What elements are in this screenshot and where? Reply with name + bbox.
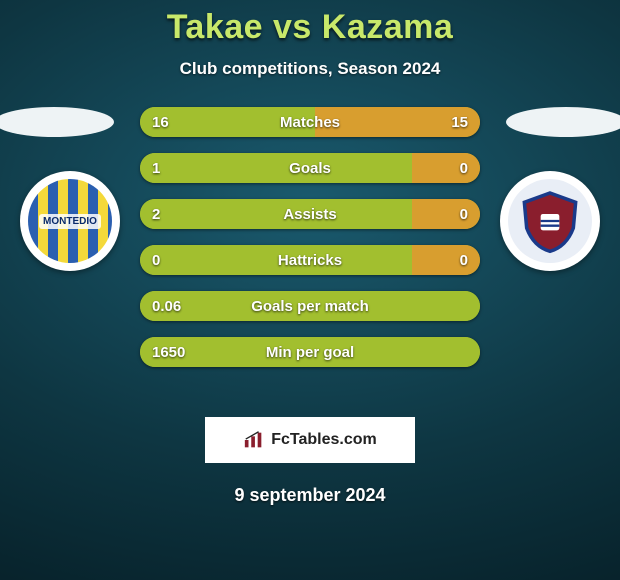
page-title: Takae vs Kazama — [0, 0, 620, 47]
date-text: 9 september 2024 — [0, 485, 620, 506]
subtitle: Club competitions, Season 2024 — [0, 59, 620, 79]
right-club-badge — [500, 171, 600, 271]
stat-bar-right-value: 0 — [460, 153, 468, 183]
right-club-crest-icon — [515, 186, 585, 256]
content-area: MONTEDIO 16Matches151Goals02Assists00Hat… — [0, 107, 620, 407]
stat-bar-row: 0.06Goals per match — [140, 291, 480, 321]
stat-bar-row: 1Goals0 — [140, 153, 480, 183]
stat-bar-row: 16Matches15 — [140, 107, 480, 137]
left-nameplate-oval — [0, 107, 114, 137]
stat-bar-label: Matches — [140, 107, 480, 137]
left-club-badge-label: MONTEDIO — [39, 214, 101, 229]
stat-bar-right-value: 0 — [460, 245, 468, 275]
stat-bar-right-value: 0 — [460, 199, 468, 229]
right-club-badge-inner — [508, 179, 592, 263]
fctables-logo: FcTables.com — [205, 417, 415, 463]
stat-bar-row: 2Assists0 — [140, 199, 480, 229]
stat-bars: 16Matches151Goals02Assists00Hattricks00.… — [140, 107, 480, 383]
left-club-badge-inner: MONTEDIO — [28, 179, 112, 263]
stat-bar-row: 1650Min per goal — [140, 337, 480, 367]
stat-bar-right-value: 15 — [451, 107, 468, 137]
fctables-logo-text: FcTables.com — [271, 431, 377, 449]
fctables-chart-icon — [243, 429, 265, 451]
left-club-badge: MONTEDIO — [20, 171, 120, 271]
stat-bar-label: Goals — [140, 153, 480, 183]
stat-bar-label: Hattricks — [140, 245, 480, 275]
stat-bar-row: 0Hattricks0 — [140, 245, 480, 275]
stat-bar-label: Min per goal — [140, 337, 480, 367]
stat-bar-label: Assists — [140, 199, 480, 229]
stat-bar-label: Goals per match — [140, 291, 480, 321]
infographic-root: Takae vs Kazama Club competitions, Seaso… — [0, 0, 620, 580]
right-nameplate-oval — [506, 107, 620, 137]
